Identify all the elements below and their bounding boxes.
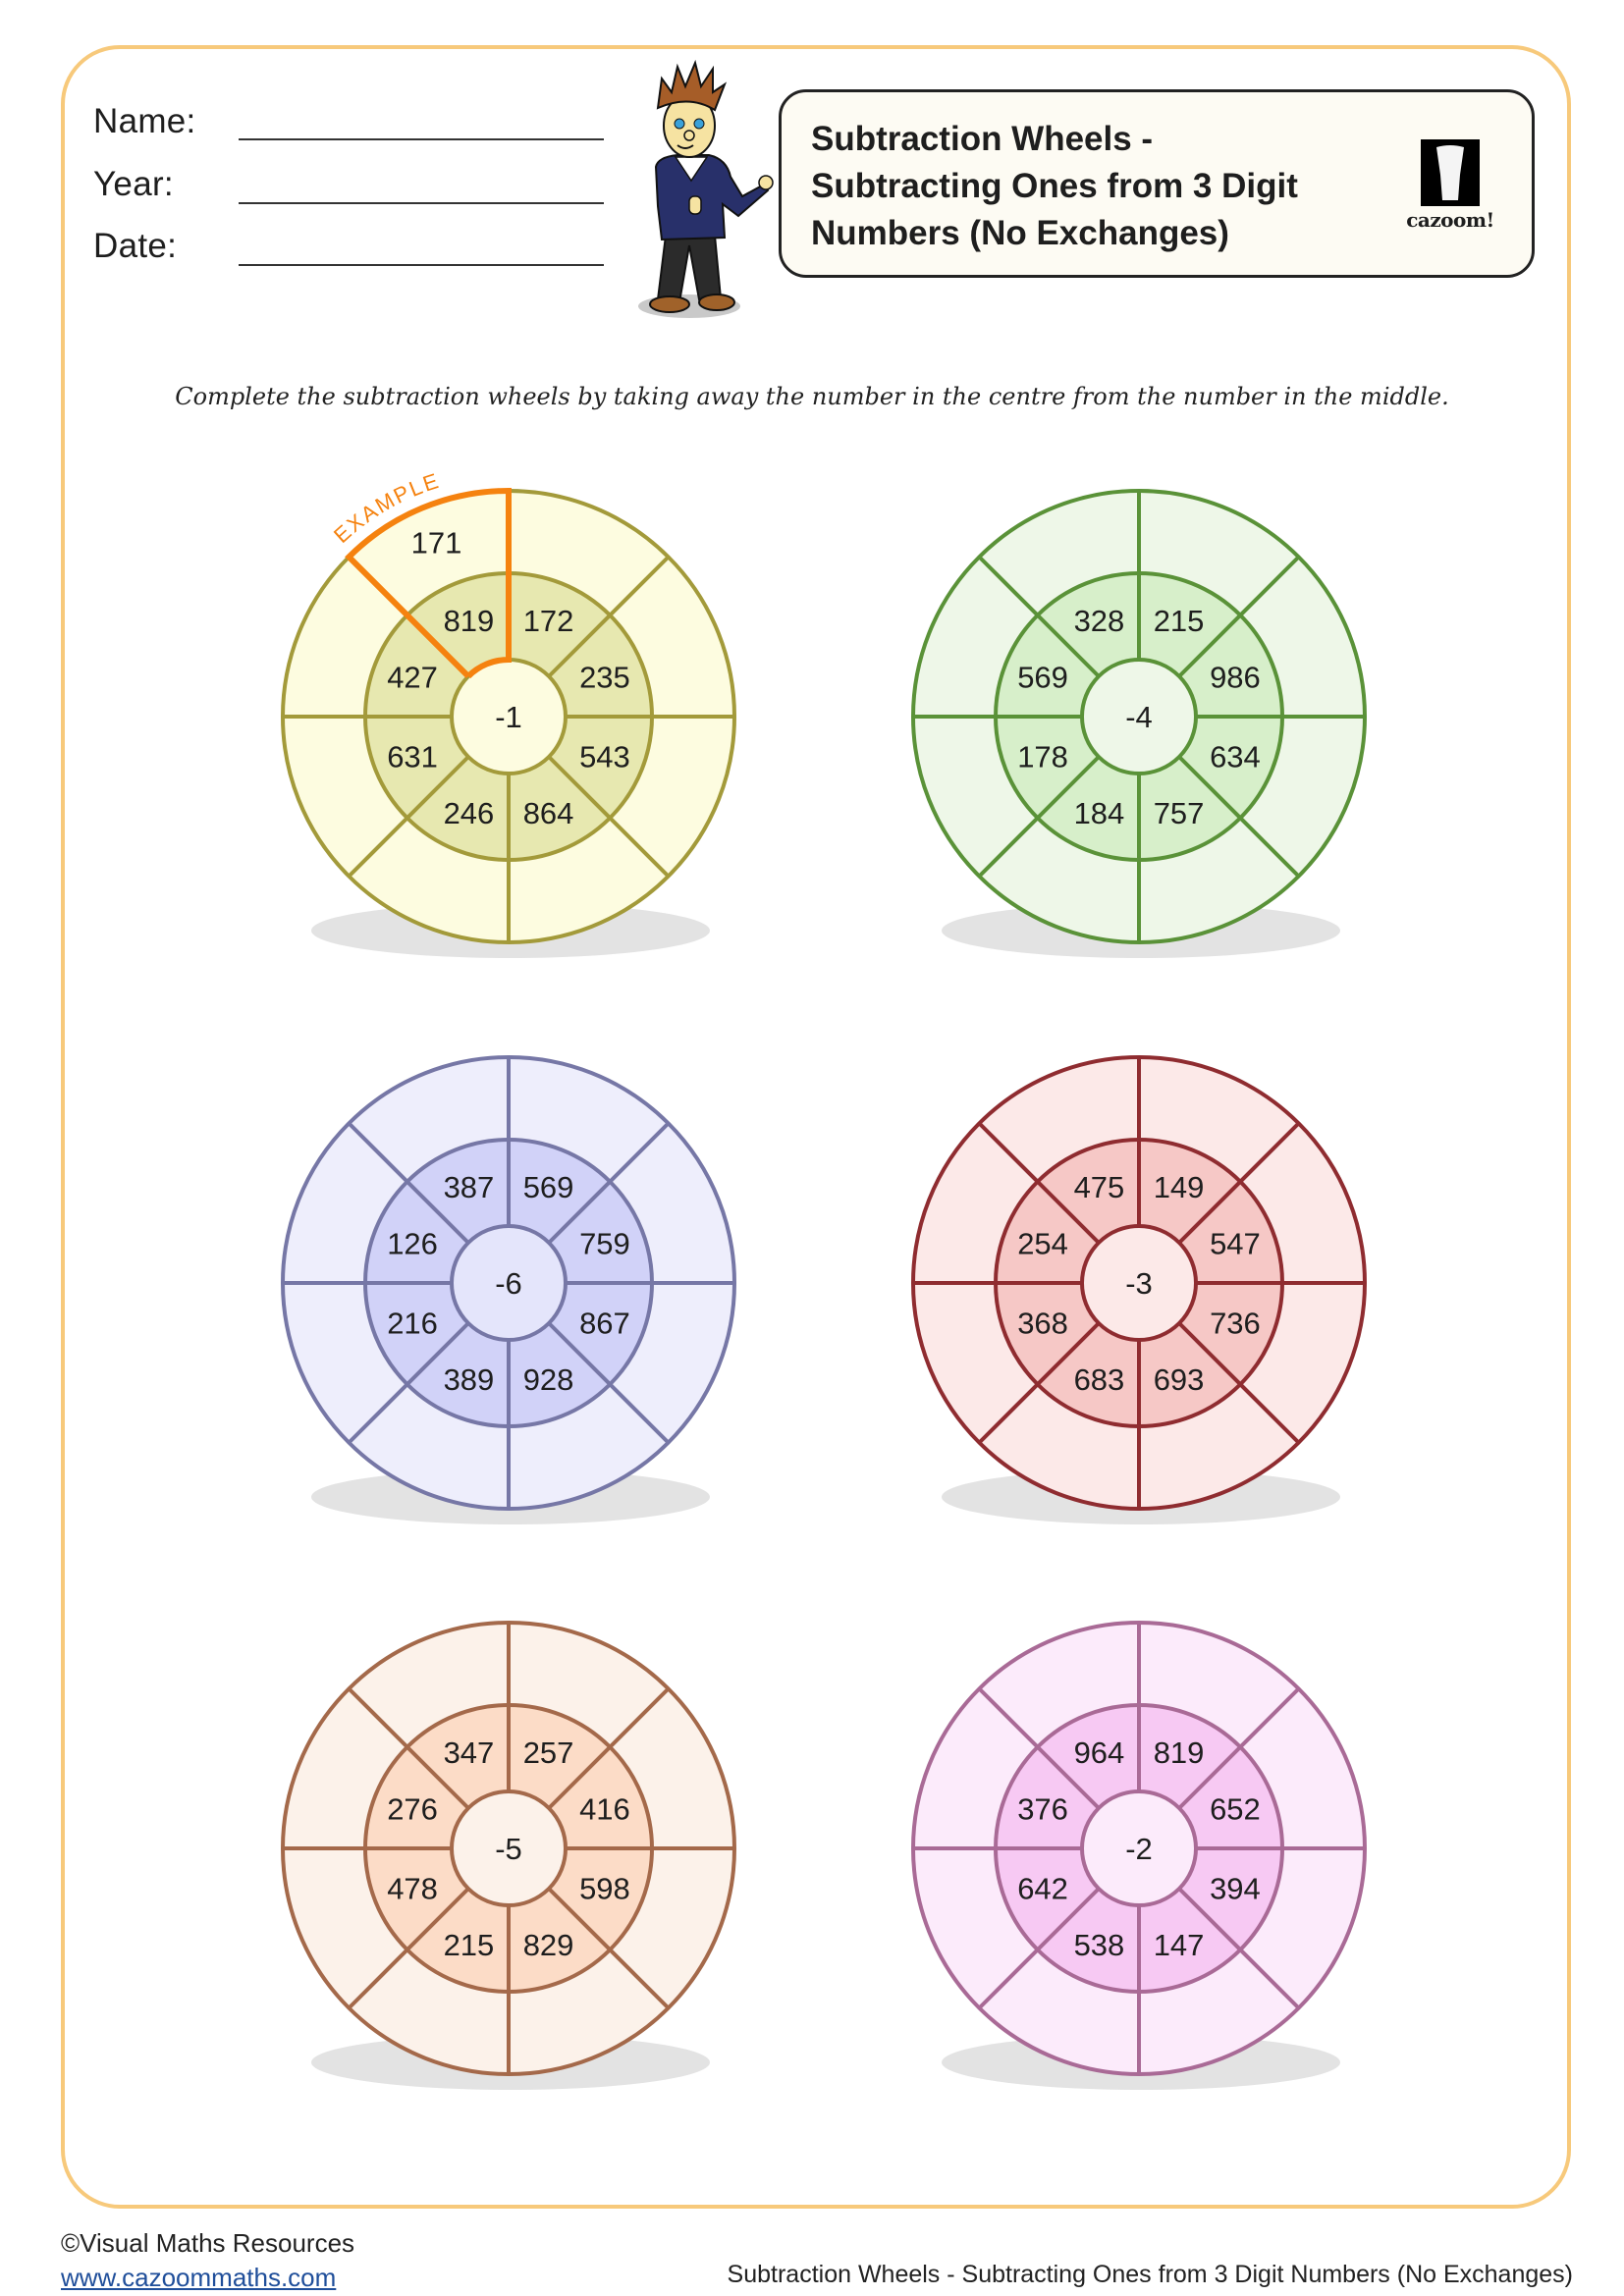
middle-value: 986 (1210, 660, 1261, 694)
centre-circle (450, 1789, 568, 1907)
footer-title: Subtraction Wheels - Subtracting Ones fr… (727, 2261, 1573, 2288)
middle-value: 376 (1017, 1791, 1068, 1826)
middle-value: 634 (1210, 740, 1261, 774)
middle-value: 347 (444, 1735, 495, 1770)
middle-value: 149 (1154, 1170, 1205, 1204)
footer-credits: ©Visual Maths Resources www.cazoommaths.… (61, 2228, 354, 2293)
middle-value: 547 (1210, 1226, 1261, 1260)
middle-value: 387 (444, 1170, 495, 1204)
title-line-2: Subtracting Ones from 3 Digit (811, 167, 1298, 205)
answer-cell[interactable]: 171 (411, 526, 462, 561)
date-field[interactable] (239, 264, 604, 266)
page-frame (61, 45, 1571, 2209)
year-label: Year: (93, 165, 174, 203)
centre-value: -4 (1125, 700, 1153, 734)
subtraction-wheel-5: -5 257 416 598 829 215 478 276 347 (253, 1593, 764, 2123)
middle-value: 178 (1017, 740, 1068, 774)
middle-value: 257 (523, 1735, 574, 1770)
centre-circle (1080, 658, 1198, 775)
centre-value: -3 (1125, 1266, 1153, 1301)
website-link[interactable]: www.cazoommaths.com (61, 2263, 337, 2292)
centre-circle (450, 1224, 568, 1342)
name-label: Name: (93, 102, 196, 140)
date-label: Date: (93, 227, 178, 265)
centre-value: -2 (1125, 1832, 1153, 1866)
middle-value: 147 (1154, 1928, 1205, 1962)
centre-circle (1080, 1789, 1198, 1907)
middle-value: 642 (1017, 1872, 1068, 1906)
middle-value: 215 (1154, 604, 1205, 638)
middle-value: 416 (579, 1791, 630, 1826)
centre-value: -1 (495, 700, 522, 734)
middle-value: 538 (1074, 1928, 1125, 1962)
middle-value: 254 (1017, 1226, 1068, 1260)
copyright-text: ©Visual Maths Resources (61, 2228, 355, 2258)
title-line-3: Numbers (No Exchanges) (811, 214, 1229, 252)
instructions: Complete the subtraction wheels by takin… (175, 383, 1449, 410)
year-field[interactable] (239, 202, 604, 204)
middle-value: 569 (1017, 660, 1068, 694)
middle-value: 276 (387, 1791, 438, 1826)
worksheet-title: Subtraction Wheels - Subtracting Ones fr… (811, 116, 1400, 257)
subtraction-wheel-3: -6 569 759 867 928 389 216 126 387 (253, 1028, 764, 1558)
middle-value: 126 (387, 1226, 438, 1260)
middle-value: 368 (1017, 1307, 1068, 1341)
middle-value: 829 (523, 1928, 574, 1962)
mascot-illustration (628, 59, 776, 324)
middle-value: 478 (387, 1872, 438, 1906)
middle-value: 759 (579, 1226, 630, 1260)
middle-value: 172 (523, 604, 574, 638)
middle-value: 631 (387, 740, 438, 774)
name-field[interactable] (239, 138, 604, 140)
middle-value: 427 (387, 660, 438, 694)
middle-value: 819 (444, 604, 495, 638)
middle-value: 394 (1210, 1872, 1261, 1906)
middle-value: 475 (1074, 1170, 1125, 1204)
logo-text: cazoom! (1406, 208, 1494, 232)
example-highlight (345, 487, 512, 679)
middle-value: 757 (1154, 796, 1205, 830)
cazoom-logo: cazoom! (1396, 139, 1504, 232)
subtraction-wheel-1: -1 172 235 543 864 246 631 427 819 171 EXAMPLE (253, 461, 764, 991)
middle-value: 216 (387, 1307, 438, 1341)
centre-circle (1080, 1224, 1198, 1342)
centre-value: -5 (495, 1832, 522, 1866)
middle-value: 215 (444, 1928, 495, 1962)
middle-value: 543 (579, 740, 630, 774)
middle-value: 928 (523, 1362, 574, 1397)
middle-value: 246 (444, 796, 495, 830)
middle-value: 683 (1074, 1362, 1125, 1397)
middle-value: 389 (444, 1362, 495, 1397)
middle-value: 652 (1210, 1791, 1261, 1826)
middle-value: 328 (1074, 604, 1125, 638)
centre-value: -6 (495, 1266, 522, 1301)
middle-value: 184 (1074, 796, 1125, 830)
middle-value: 235 (579, 660, 630, 694)
middle-value: 964 (1074, 1735, 1125, 1770)
subtraction-wheel-6: -2 819 652 394 147 538 642 376 964 (884, 1593, 1394, 2123)
title-line-1: Subtraction Wheels - (811, 120, 1154, 158)
middle-value: 569 (523, 1170, 574, 1204)
middle-value: 736 (1210, 1307, 1261, 1341)
middle-value: 819 (1154, 1735, 1205, 1770)
drum-icon (1421, 139, 1480, 206)
title-box: Subtraction Wheels - Subtracting Ones fr… (779, 89, 1535, 278)
middle-value: 864 (523, 796, 574, 830)
middle-value: 867 (579, 1307, 630, 1341)
middle-value: 598 (579, 1872, 630, 1906)
middle-value: 693 (1154, 1362, 1205, 1397)
subtraction-wheel-2: -4 215 986 634 757 184 178 569 328 (884, 461, 1394, 991)
subtraction-wheel-4: -3 149 547 736 693 683 368 254 475 (884, 1028, 1394, 1558)
